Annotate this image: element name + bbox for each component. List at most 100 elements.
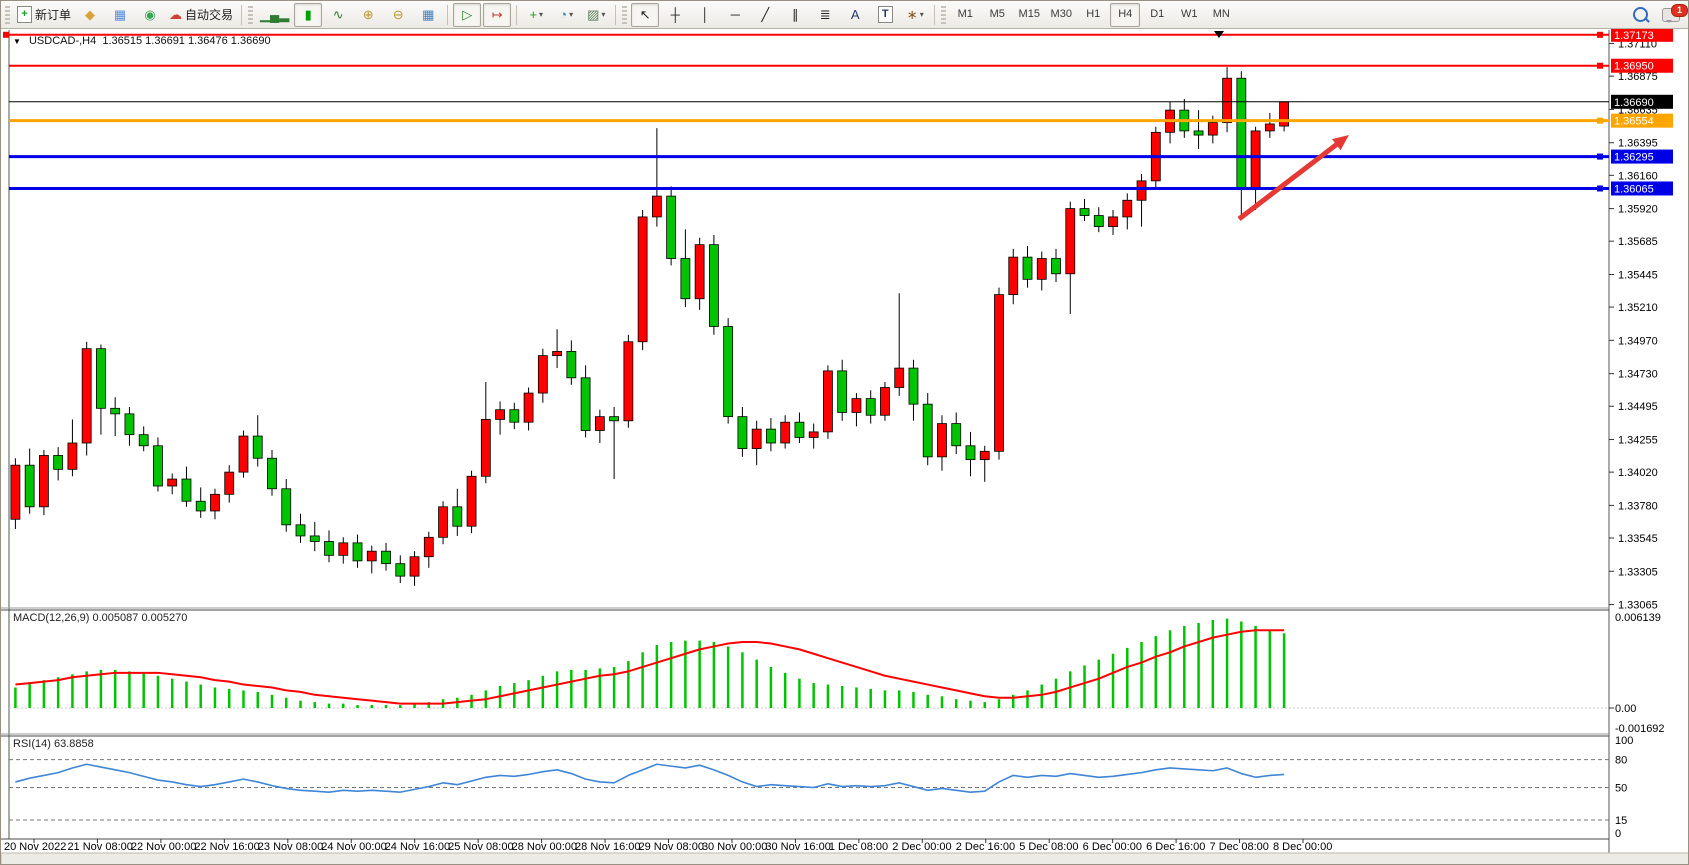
toolbar-grip[interactable]: [248, 5, 254, 24]
fibonacci-button[interactable]: ≣: [811, 3, 839, 27]
templates-button[interactable]: ▨ ▾: [582, 3, 610, 27]
price-tick: 1.35920: [1618, 204, 1658, 216]
macd-signal-value: 0.005270: [141, 612, 188, 624]
symbol-period: USDCAD-,H4: [28, 35, 97, 48]
price-tick: 1.34730: [1618, 369, 1658, 381]
price-tick: 1.33065: [1618, 600, 1658, 612]
tf-h1[interactable]: H1: [1078, 3, 1108, 27]
periods-icon: ◔: [559, 7, 568, 22]
price-tick: 1.35210: [1618, 302, 1658, 314]
charts-icon: ▦: [113, 7, 127, 22]
date-label: 5 Dec 08:00: [1019, 841, 1078, 853]
tile-windows-button[interactable]: ▦: [414, 3, 442, 27]
periods-caret-icon[interactable]: ▾: [569, 10, 574, 19]
bar-chart-button[interactable]: ▁▄▂: [257, 3, 292, 27]
trendline-button[interactable]: ╱: [751, 3, 779, 27]
tf-h4[interactable]: H4: [1110, 2, 1141, 27]
editor-button[interactable]: ◆: [76, 3, 104, 27]
text-icon: A: [850, 7, 860, 22]
price-tick: 1.33305: [1618, 566, 1658, 578]
macd-layer: [14, 618, 1286, 708]
auto-scroll-button[interactable]: ▷: [453, 2, 482, 27]
autotrading-label: 自动交易: [185, 8, 234, 22]
date-label: 6 Dec 00:00: [1083, 841, 1142, 853]
text-label-button[interactable]: T: [871, 3, 899, 27]
date-label: 2 Dec 16:00: [956, 841, 1015, 853]
tf-m30[interactable]: M30: [1046, 3, 1076, 27]
periods-button[interactable]: ◔ ▾: [552, 3, 580, 27]
horizontal-line-button[interactable]: ─: [721, 3, 749, 27]
tf-m15-label: M15: [1018, 8, 1040, 20]
rsi-name: RSI(14): [13, 738, 51, 750]
trendline-icon: ╱: [761, 7, 770, 22]
search-icon[interactable]: [1633, 7, 1648, 22]
price-tick: 1.35445: [1618, 269, 1658, 281]
cursor-icon: ↖: [639, 7, 651, 22]
toolbar: + 新订单 ◆ ▦ ◉ ☁ 自动交易 ▁▄▂ ▮ ∿ ⊕ ⊖ ▦ ▷ ↦ + ▾ ◔ ▾ ▨ ▾ ↖ ┼ │ ─ ╱ ∥ ≣ A T ∗ ▾ M…: [1, 1, 1688, 29]
vertical-line-button[interactable]: │: [691, 3, 719, 27]
toolbar-grip[interactable]: [622, 5, 628, 24]
line-chart-button[interactable]: ∿: [324, 3, 352, 27]
date-label: 24 Nov 00:00: [321, 841, 386, 853]
zoom-in-icon: ⊕: [362, 7, 374, 22]
rsi-label: RSI(14) 63.8858: [13, 738, 94, 750]
trend-arrow[interactable]: [1237, 139, 1343, 221]
candle-chart-button[interactable]: ▮: [294, 2, 323, 27]
autotrading-button[interactable]: ☁ 自动交易: [166, 3, 236, 27]
tf-m15[interactable]: M15: [1014, 3, 1044, 27]
vertical-line-icon: │: [701, 7, 710, 22]
tf-m1-label: M1: [957, 8, 973, 20]
signals-button[interactable]: ◉: [136, 3, 164, 27]
chart-shift-button[interactable]: ↦: [483, 2, 512, 27]
editor-icon: ◆: [85, 7, 96, 22]
date-label: 28 Nov 16:00: [575, 841, 640, 853]
date-label: 30 Nov 00:00: [702, 841, 767, 853]
chart-shift-marker: [1214, 31, 1224, 38]
tf-m5[interactable]: M5: [982, 3, 1012, 27]
line-chart-icon: ∿: [332, 7, 344, 22]
price-tick: 1.36160: [1618, 170, 1658, 182]
price-badge: 1.36950: [1614, 61, 1654, 73]
toolbar-grip[interactable]: [5, 5, 10, 24]
indicators-button[interactable]: + ▾: [522, 3, 550, 27]
new-order-button[interactable]: + 新订单: [14, 3, 74, 27]
rsi-layer: [15, 763, 1285, 793]
crosshair-button[interactable]: ┼: [661, 3, 689, 27]
price-badge: 1.36554: [1614, 116, 1654, 128]
tf-d1[interactable]: D1: [1142, 3, 1172, 27]
notifications-icon[interactable]: 1: [1662, 3, 1688, 23]
tf-mn[interactable]: MN: [1206, 3, 1236, 27]
templates-icon: ▨: [587, 7, 600, 22]
price-tick: 1.34020: [1618, 467, 1658, 479]
collapse-icon[interactable]: ▼: [13, 36, 21, 46]
svg-text:15: 15: [1615, 815, 1627, 827]
price-tick: 1.33545: [1618, 533, 1658, 545]
arrows-button[interactable]: ∗ ▾: [901, 3, 929, 27]
equidistant-channel-button[interactable]: ∥: [781, 3, 809, 27]
price-tick: 1.36875: [1618, 71, 1658, 83]
date-label: 30 Nov 16:00: [765, 841, 830, 853]
autotrading-icon: ☁: [169, 7, 183, 22]
text-button[interactable]: A: [841, 3, 869, 27]
new-order-icon: +: [17, 6, 32, 23]
templates-caret-icon[interactable]: ▾: [601, 10, 606, 19]
charts-button[interactable]: ▦: [106, 3, 134, 27]
indicators-caret-icon[interactable]: ▾: [539, 10, 544, 19]
zoom-in-button[interactable]: ⊕: [354, 3, 382, 27]
price-tick: 1.36395: [1618, 138, 1658, 150]
price-tick: 1.35685: [1618, 236, 1658, 248]
tf-mn-label: MN: [1212, 8, 1230, 20]
toolbar-grip[interactable]: [941, 5, 947, 24]
arrows-caret-icon[interactable]: ▾: [919, 10, 924, 19]
date-label: 7 Dec 08:00: [1210, 841, 1269, 853]
ohlc-values: 1.36515 1.36691 1.36476 1.36690: [102, 35, 271, 48]
cursor-button[interactable]: ↖: [631, 2, 660, 27]
zoom-out-button[interactable]: ⊖: [384, 3, 412, 27]
trend-arrow-head: [1332, 135, 1349, 151]
date-label: 25 Nov 08:00: [448, 841, 513, 853]
fibonacci-icon: ≣: [819, 7, 831, 22]
tf-m1[interactable]: M1: [950, 3, 980, 27]
tf-w1[interactable]: W1: [1174, 3, 1204, 27]
